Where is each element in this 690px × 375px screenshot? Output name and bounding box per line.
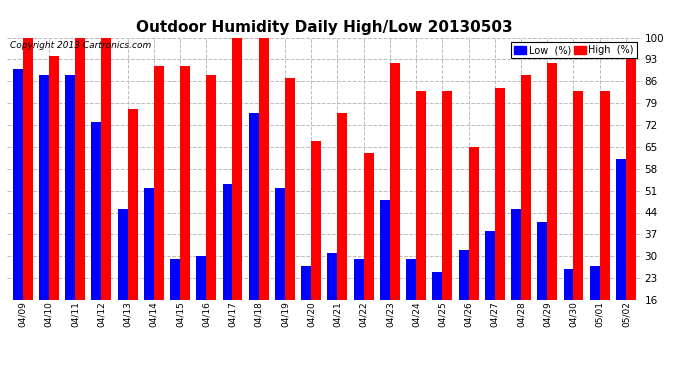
Bar <box>354 260 364 350</box>
Bar <box>600 91 610 350</box>
Bar <box>547 63 558 350</box>
Bar <box>442 91 453 350</box>
Bar <box>538 222 547 350</box>
Bar <box>101 38 111 350</box>
Bar <box>222 184 233 350</box>
Text: Copyright 2013 Cartronics.com: Copyright 2013 Cartronics.com <box>10 42 151 51</box>
Bar <box>390 63 400 350</box>
Bar <box>170 260 180 350</box>
Bar <box>469 147 479 350</box>
Bar <box>311 141 321 350</box>
Bar <box>364 153 373 350</box>
Bar <box>12 69 23 350</box>
Bar <box>285 78 295 350</box>
Bar <box>117 209 128 350</box>
Bar <box>337 112 347 350</box>
Bar <box>626 56 636 350</box>
Bar <box>511 209 521 350</box>
Bar <box>416 91 426 350</box>
Bar <box>154 66 164 350</box>
Bar <box>521 75 531 350</box>
Bar <box>65 75 75 350</box>
Bar <box>302 266 311 350</box>
Bar <box>49 56 59 350</box>
Bar <box>249 112 259 350</box>
Bar <box>459 250 469 350</box>
Bar <box>39 75 49 350</box>
Bar <box>406 260 416 350</box>
Bar <box>259 38 268 350</box>
Bar <box>328 253 337 350</box>
Title: Outdoor Humidity Daily High/Low 20130503: Outdoor Humidity Daily High/Low 20130503 <box>136 20 513 35</box>
Bar <box>180 66 190 350</box>
Bar <box>573 91 584 350</box>
Bar <box>433 272 442 350</box>
Bar <box>128 110 137 350</box>
Bar <box>564 269 573 350</box>
Bar <box>380 200 390 350</box>
Bar <box>495 87 505 350</box>
Bar <box>75 38 85 350</box>
Bar <box>485 231 495 350</box>
Bar <box>616 159 626 350</box>
Bar <box>275 188 285 350</box>
Bar <box>233 38 242 350</box>
Bar <box>91 122 101 350</box>
Bar <box>196 256 206 350</box>
Bar <box>206 75 216 350</box>
Legend: Low  (%), High  (%): Low (%), High (%) <box>511 42 637 58</box>
Bar <box>144 188 154 350</box>
Bar <box>590 266 600 350</box>
Bar <box>23 38 32 350</box>
